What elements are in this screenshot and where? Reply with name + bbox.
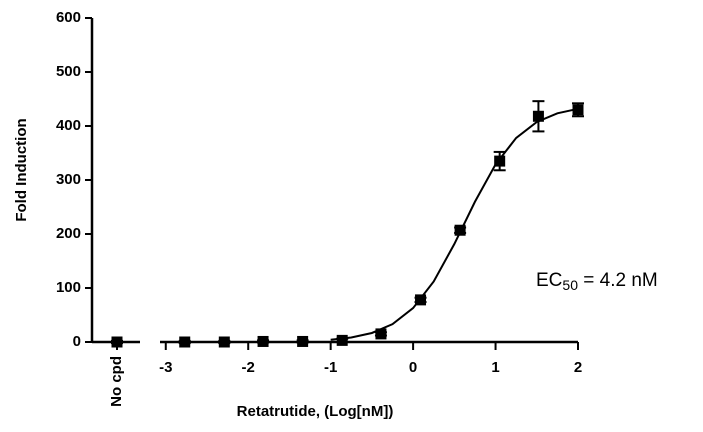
x-tick-label: 2 [574,359,582,376]
x-tick-label: -1 [324,359,337,376]
y-tick-label: 500 [56,63,81,80]
marker [375,328,387,340]
y-tick-label: 300 [56,171,81,188]
x-tick-label: 1 [491,359,499,376]
y-tick-label: 100 [56,279,81,296]
marker [257,335,269,347]
fit-curve [330,107,579,341]
y-tick-label: 0 [73,333,81,350]
x-axis-label: Retatrutide, (Log[nM]) [237,403,394,420]
marker [336,334,348,346]
y-tick-label: 600 [56,9,81,26]
y-tick-label: 200 [56,225,81,242]
x-tick-label: -3 [159,359,172,376]
control-label: No cpd [108,356,125,407]
marker [111,336,123,348]
y-tick-label: 400 [56,117,81,134]
marker [218,336,230,348]
marker [532,110,544,122]
marker [494,155,506,167]
marker [179,336,191,348]
y-axis-label: Fold Induction [13,118,30,221]
x-tick-label: -2 [242,359,255,376]
x-tick-label: 0 [409,359,417,376]
annotation: EC50 = 4.2 nM [536,270,658,293]
marker [297,335,309,347]
